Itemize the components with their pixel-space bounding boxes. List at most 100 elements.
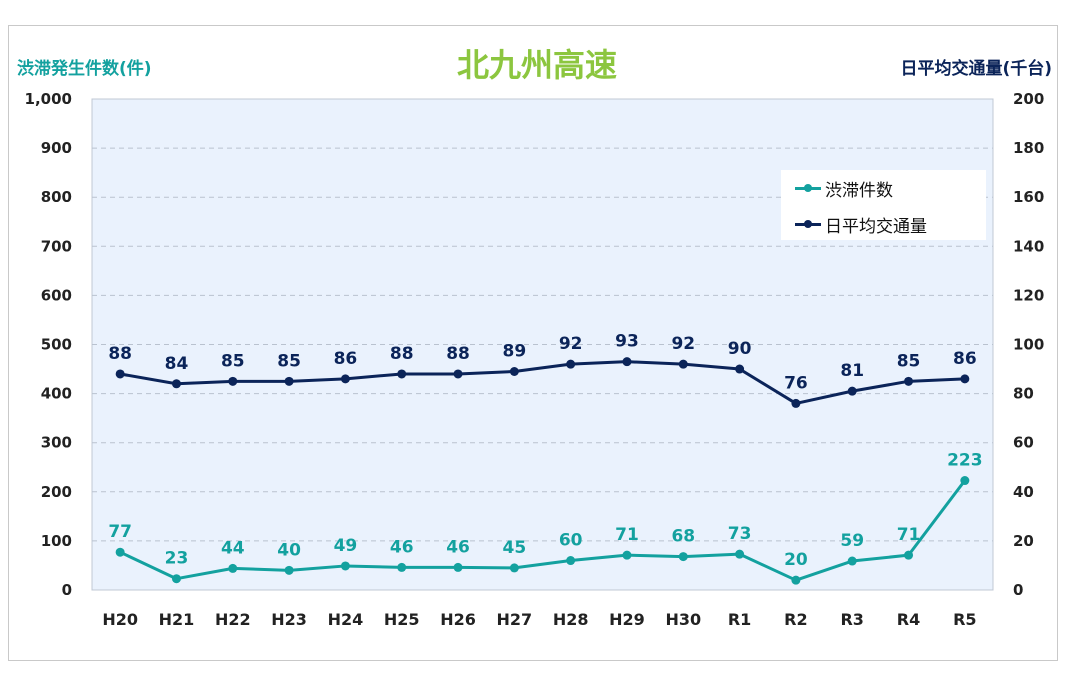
x-axis-tick: H21	[159, 610, 195, 629]
right-axis-tick: 20	[1013, 532, 1034, 550]
data-point	[171, 379, 181, 389]
data-label: 23	[165, 549, 189, 569]
data-point	[791, 398, 801, 408]
right-axis-tick: 200	[1013, 90, 1044, 108]
data-label: 85	[897, 351, 921, 371]
data-point	[847, 556, 857, 566]
legend-marker-congestion	[795, 184, 821, 192]
data-label: 71	[897, 525, 921, 545]
right-axis-tick: 100	[1013, 336, 1044, 354]
data-label: 89	[503, 342, 527, 362]
data-point	[340, 561, 350, 571]
data-label: 93	[615, 332, 639, 352]
right-axis-tick: 40	[1013, 483, 1034, 501]
data-point	[791, 575, 801, 585]
data-label: 92	[559, 334, 583, 354]
right-axis-tick: 120	[1013, 286, 1044, 304]
data-label: 88	[108, 344, 132, 364]
data-point	[509, 563, 519, 573]
data-label: 84	[165, 354, 189, 374]
left-axis-tick: 700	[41, 237, 72, 255]
x-axis-tick: H25	[384, 610, 420, 629]
data-label: 60	[559, 531, 583, 551]
legend-item-traffic: 日平均交通量	[795, 212, 927, 237]
x-axis-tick: H27	[497, 610, 533, 629]
legend-label-traffic: 日平均交通量	[825, 217, 927, 237]
data-label: 40	[277, 540, 301, 560]
data-label: 86	[953, 349, 977, 369]
data-point	[453, 369, 463, 379]
data-point	[566, 359, 576, 369]
data-point	[509, 367, 519, 377]
data-label: 88	[446, 344, 470, 364]
left-axis-tick: 200	[41, 483, 72, 501]
data-label: 86	[334, 349, 358, 369]
data-label: 46	[390, 537, 414, 557]
data-point	[735, 364, 745, 374]
data-label: 85	[277, 351, 301, 371]
data-label: 223	[947, 451, 983, 471]
x-axis-tick: H23	[271, 610, 307, 629]
data-point	[340, 374, 350, 384]
series-line-congestion	[119, 479, 967, 582]
data-point	[960, 374, 970, 384]
data-point	[735, 549, 745, 559]
legend-item-congestion: 渋滞件数	[795, 176, 893, 201]
right-axis-tick: 140	[1013, 237, 1044, 255]
left-axis-tick: 1,000	[25, 90, 72, 108]
data-label: 90	[728, 339, 752, 359]
data-label: 46	[446, 537, 470, 557]
legend-label-congestion: 渋滞件数	[825, 181, 893, 201]
left-axis-tick: 500	[41, 336, 72, 354]
series-line-traffic	[119, 360, 965, 405]
x-axis-tick: H26	[440, 610, 476, 629]
right-axis-tick: 160	[1013, 188, 1044, 206]
right-axis-tick: 80	[1013, 385, 1034, 403]
left-axis-tick: 400	[41, 385, 72, 403]
data-label: 49	[334, 536, 358, 556]
data-label: 81	[840, 361, 864, 381]
legend-marker-traffic	[795, 220, 821, 228]
right-axis-tick: 180	[1013, 139, 1044, 157]
left-axis-tick: 300	[41, 434, 72, 452]
data-label: 44	[221, 538, 245, 558]
data-point	[115, 369, 125, 379]
data-label: 59	[840, 531, 864, 551]
data-point	[960, 476, 970, 486]
data-label: 77	[108, 522, 132, 542]
legend: 渋滞件数 日平均交通量	[781, 170, 986, 240]
left-axis-label: 渋滞発生件数(件)	[17, 59, 152, 79]
x-axis-tick: R2	[784, 610, 807, 629]
x-axis-tick: H24	[328, 610, 364, 629]
chart-frame	[8, 25, 1058, 661]
data-point	[115, 547, 125, 557]
x-axis-tick: R1	[728, 610, 751, 629]
data-point	[228, 563, 238, 573]
data-label: 68	[671, 527, 695, 547]
data-point	[622, 550, 632, 560]
right-axis-tick: 60	[1013, 434, 1034, 452]
x-axis-tick: H30	[665, 610, 701, 629]
x-axis-tick: H20	[102, 610, 138, 629]
data-point	[171, 574, 181, 584]
left-axis-tick: 0	[62, 581, 72, 599]
data-point	[622, 357, 632, 367]
data-label: 88	[390, 344, 414, 364]
x-axis-tick: R5	[953, 610, 976, 629]
x-axis-tick: R3	[840, 610, 863, 629]
data-point	[397, 562, 407, 572]
data-point	[284, 376, 294, 386]
data-label: 85	[221, 351, 245, 371]
data-point	[397, 369, 407, 379]
x-axis-tick: H29	[609, 610, 645, 629]
data-point	[678, 359, 688, 369]
data-point	[904, 550, 914, 560]
chart-title: 北九州高速	[456, 46, 617, 84]
data-point	[453, 562, 463, 572]
data-label: 92	[671, 334, 695, 354]
data-label: 76	[784, 373, 808, 393]
data-point	[847, 386, 857, 396]
data-point	[566, 556, 576, 566]
left-axis-tick: 900	[41, 139, 72, 157]
